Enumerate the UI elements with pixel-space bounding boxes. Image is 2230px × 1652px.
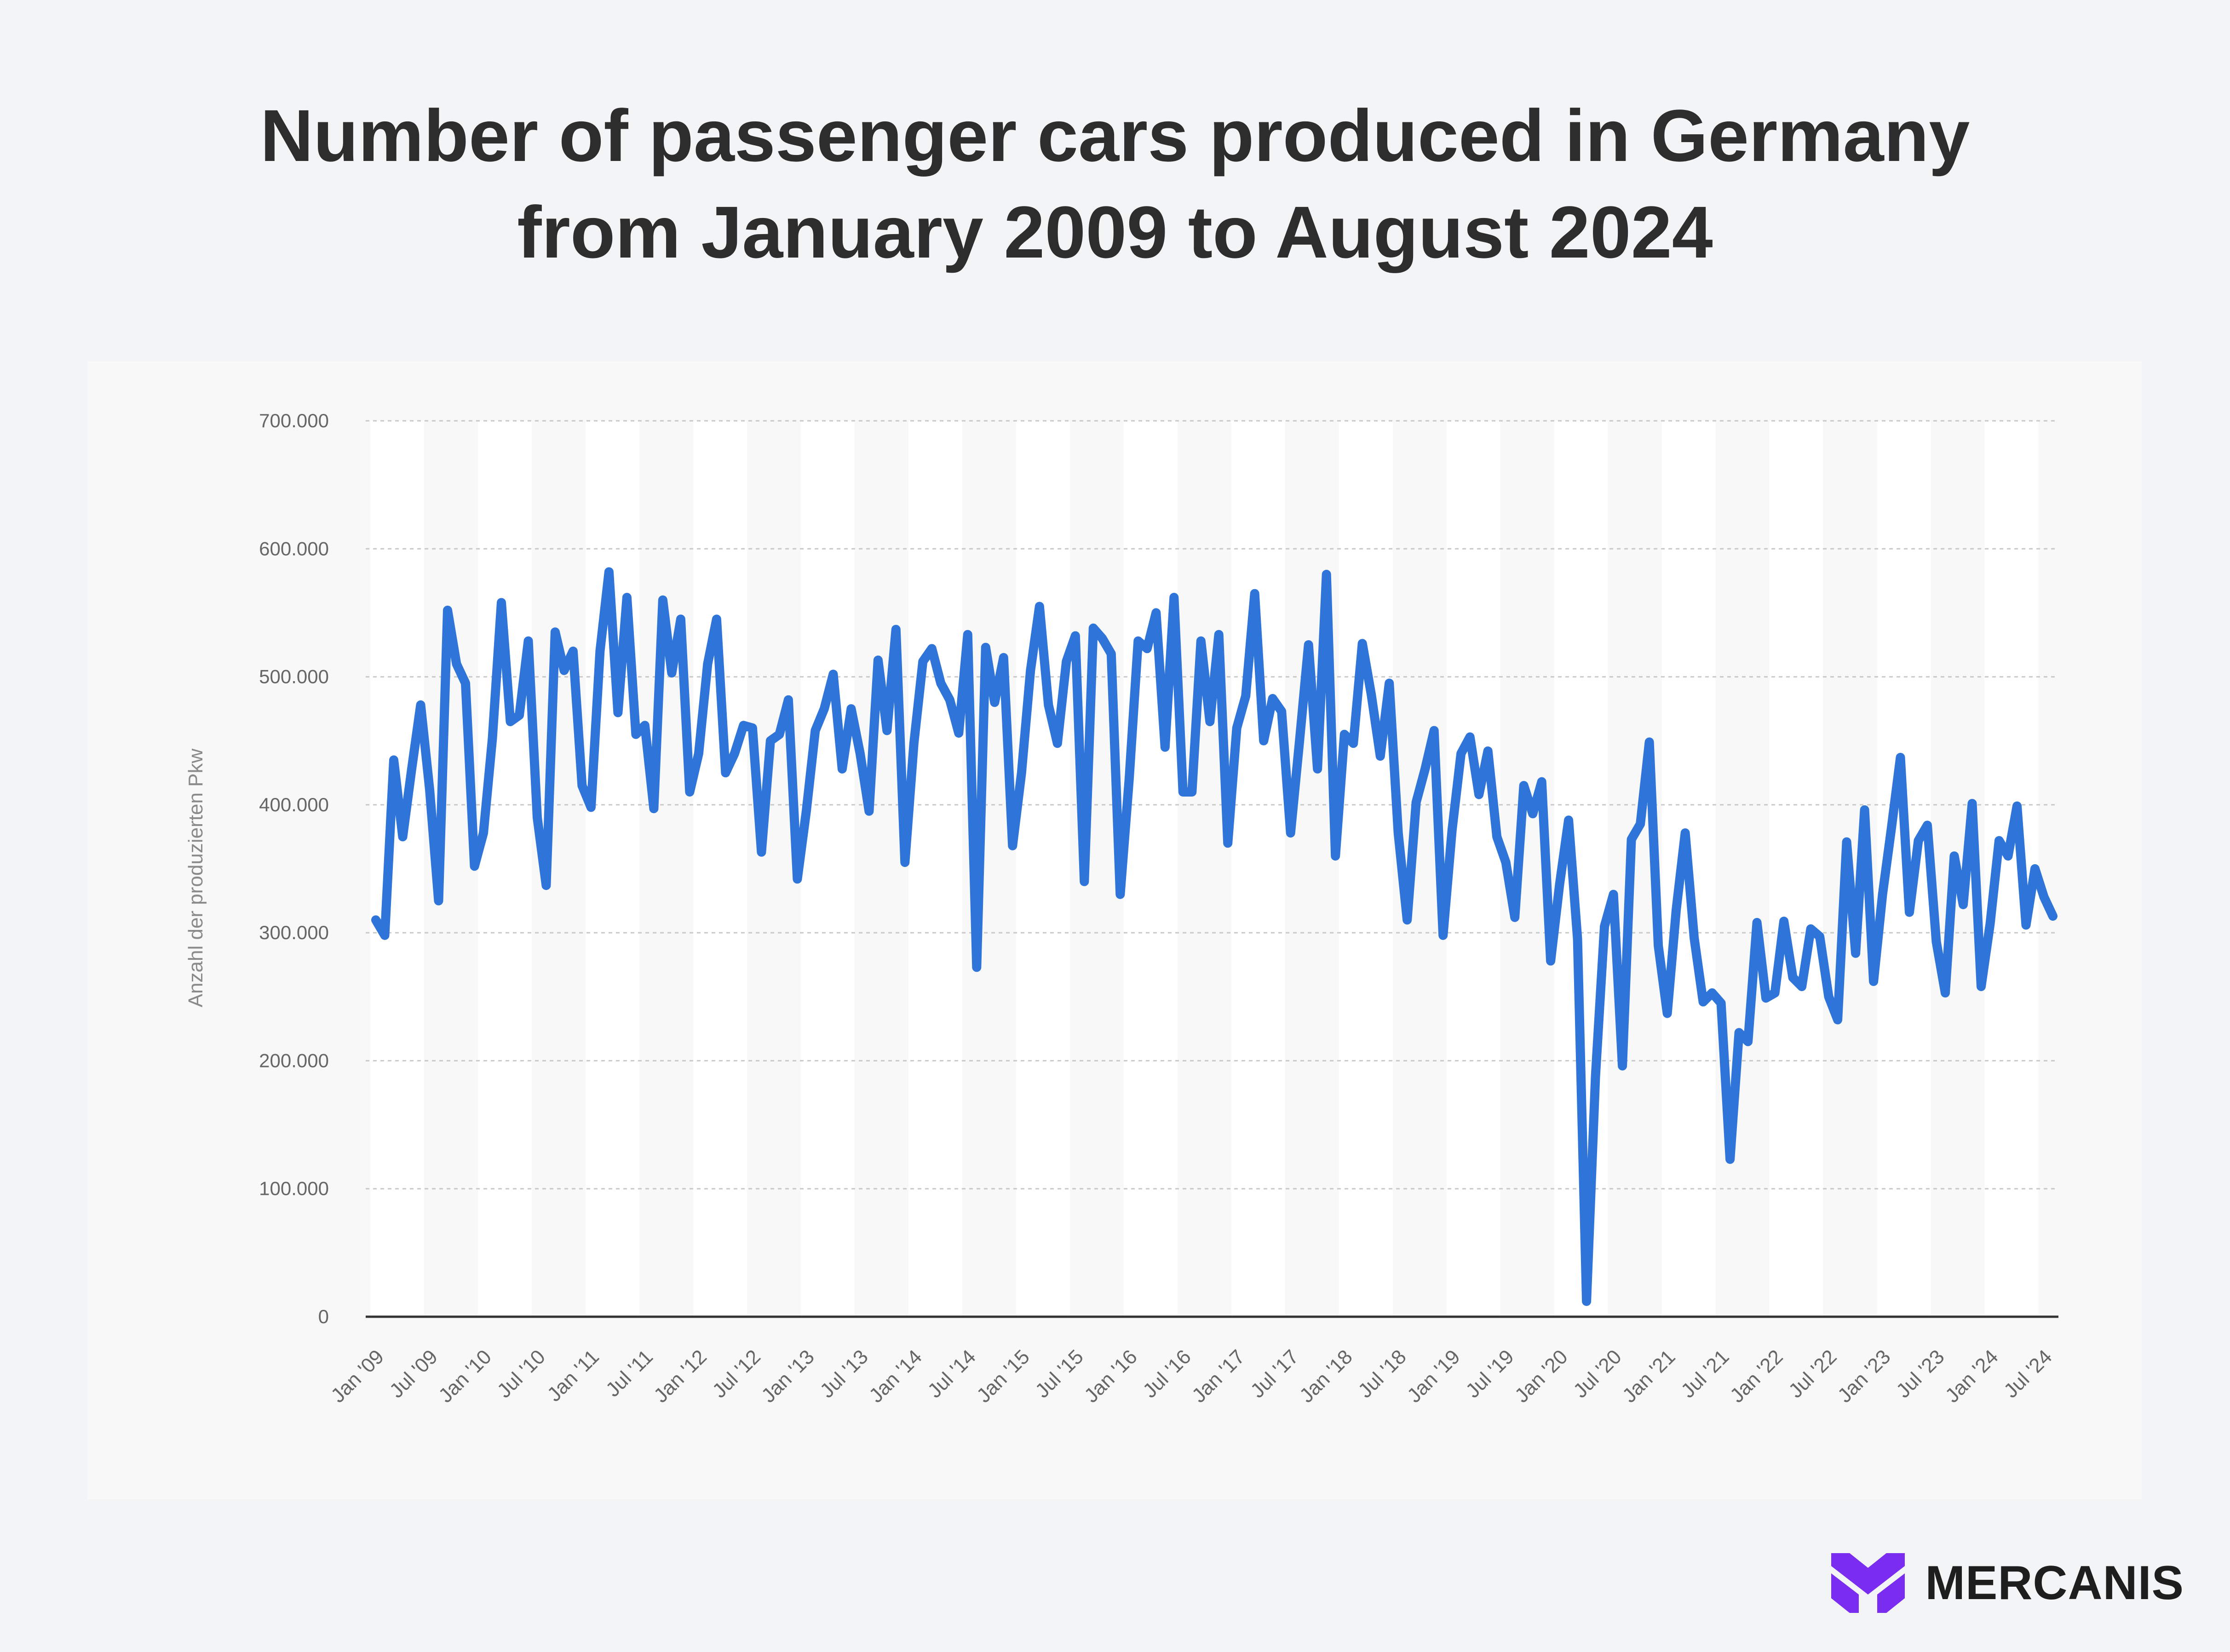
plot-band [1123,421,1178,1317]
x-tick-label: Jan '16 [1080,1345,1142,1407]
y-tick-label: 100.000 [259,1178,329,1199]
plot-band [1016,421,1070,1317]
x-tick-label: Jul '14 [923,1345,980,1402]
x-tick-label: Jan '18 [1295,1345,1357,1407]
plot-band [1339,421,1393,1317]
y-tick-label: 300.000 [259,922,329,943]
chart-panel: 0 100.000 200.000 300.000 400.000 500.000 600.… [87,361,2142,1499]
x-tick-label: Jan '17 [1188,1345,1249,1407]
x-tick-label: Jul '09 [385,1345,442,1402]
plot-band [477,421,532,1317]
x-tick-label: Jan '11 [543,1345,603,1406]
x-tick-label: Jul '19 [1461,1345,1518,1402]
y-tick-label: 600.000 [259,538,329,559]
y-tick-label: 500.000 [259,666,329,688]
x-tick-label: Jul '18 [1354,1345,1411,1402]
plot-band [1769,421,1823,1317]
brand-logo: MERCANIS [1831,1546,2184,1620]
logo-shape-top [1831,1553,1905,1595]
y-axis-label: Anzahl der produzierten Pkw [184,749,207,1008]
plot-band [693,421,747,1317]
chart-title: Number of passenger cars produced in Ger… [0,87,2230,281]
x-tick-label: Jul '24 [2000,1345,2057,1402]
x-tick-label: Jan '12 [649,1345,711,1407]
plot-band [800,421,855,1317]
x-tick-label: Jul '17 [1246,1345,1303,1402]
x-tick-label: Jan '10 [434,1345,496,1407]
x-tick-label: Jul '13 [816,1345,873,1402]
x-tick-label: Jul '23 [1892,1345,1949,1402]
chart-title-line-2: from January 2009 to August 2024 [517,191,1713,273]
plot-band [1446,421,1500,1317]
x-tick-label: Jan '23 [1833,1345,1895,1407]
line-chart: 0 100.000 200.000 300.000 400.000 500.000 600.… [184,410,2058,1407]
logo-shape-left [1831,1573,1859,1613]
x-tick-label: Jul '15 [1031,1345,1088,1402]
x-tick-label: Jan '20 [1511,1345,1572,1407]
plot-band [908,421,962,1317]
x-tick-label: Jul '16 [1138,1345,1195,1402]
y-tick-label: 0 [318,1306,329,1327]
plot-band [370,421,424,1317]
x-tick-label: Jan '13 [757,1345,819,1407]
y-tick-label: 200.000 [259,1050,329,1071]
x-tick-label: Jan '22 [1726,1345,1787,1407]
mercanis-logo-icon [1831,1553,1905,1613]
series-line [371,567,2058,1306]
x-tick-label: Jan '09 [327,1345,388,1407]
x-tick-label: Jul '12 [708,1345,765,1402]
plot-band [585,421,639,1317]
x-tick-label: Jan '21 [1618,1345,1680,1407]
logo-shape-right [1877,1573,1905,1613]
x-tick-label: Jul '10 [493,1345,550,1402]
x-tick-label: Jul '20 [1569,1345,1626,1402]
x-tick-label: Jul '21 [1677,1345,1734,1402]
y-tick-label: 700.000 [259,410,329,431]
brand-name: MERCANIS [1925,1556,2184,1610]
x-tick-label: Jan '14 [865,1345,926,1407]
x-tick-label: Jan '15 [972,1345,1034,1407]
plot-band [1231,421,1285,1317]
chart-title-line-1: Number of passenger cars produced in Ger… [260,94,1970,177]
x-tick-label: Jan '19 [1403,1345,1465,1407]
y-tick-label: 400.000 [259,794,329,815]
x-tick-label: Jul '11 [602,1345,657,1401]
x-tick-label: Jan '24 [1941,1345,2003,1407]
x-tick-label: Jul '22 [1784,1345,1841,1402]
